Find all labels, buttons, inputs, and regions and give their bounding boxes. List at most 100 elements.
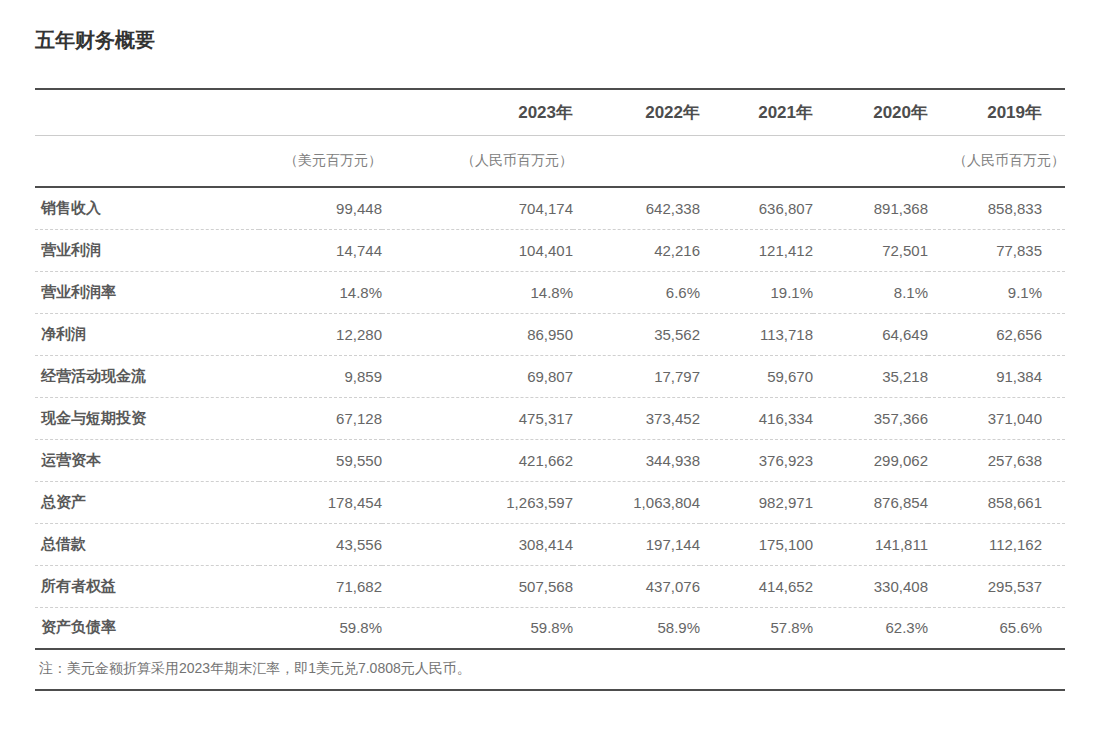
cell-value: 59,550 [259, 439, 382, 481]
cell-value: 17,797 [573, 355, 700, 397]
table-row: 所有者权益 71,682 507,568 437,076 414,652 330… [35, 565, 1065, 607]
cell-value: 121,412 [700, 229, 813, 271]
table-row: 营业利润 14,744 104,401 42,216 121,412 72,50… [35, 229, 1065, 271]
cell-value: 58.9% [573, 607, 700, 649]
cell-value: 421,662 [382, 439, 573, 481]
cell-value: 876,854 [813, 481, 928, 523]
financial-summary-table: 2023年 2022年 2021年 2020年 2019年 （美元百万元） （人… [35, 88, 1065, 650]
table-row: 资产负债率 59.8% 59.8% 58.9% 57.8% 62.3% 65.6… [35, 607, 1065, 649]
cell-value: 175,100 [700, 523, 813, 565]
cell-value: 14.8% [382, 271, 573, 313]
table-row: 运营资本 59,550 421,662 344,938 376,923 299,… [35, 439, 1065, 481]
footnote: 注：美元金额折算采用2023年期末汇率，即1美元兑7.0808元人民币。 [35, 650, 1065, 691]
cell-value: 141,811 [813, 523, 928, 565]
cell-value: 1,263,597 [382, 481, 573, 523]
cell-value: 9.1% [928, 271, 1065, 313]
table-body: 销售收入 99,448 704,174 642,338 636,807 891,… [35, 187, 1065, 649]
table-row: 总资产 178,454 1,263,597 1,063,804 982,971 … [35, 481, 1065, 523]
cell-value: 65.6% [928, 607, 1065, 649]
year-header-2023: 2023年 [259, 89, 573, 136]
cell-value: 308,414 [382, 523, 573, 565]
table-row: 净利润 12,280 86,950 35,562 113,718 64,649 … [35, 313, 1065, 355]
cell-value: 636,807 [700, 187, 813, 229]
table-row: 营业利润率 14.8% 14.8% 6.6% 19.1% 8.1% 9.1% [35, 271, 1065, 313]
cell-value: 62,656 [928, 313, 1065, 355]
cell-value: 59.8% [382, 607, 573, 649]
year-header-2020: 2020年 [813, 89, 928, 136]
year-header-2019: 2019年 [928, 89, 1065, 136]
cell-value: 112,162 [928, 523, 1065, 565]
cell-value: 507,568 [382, 565, 573, 607]
cell-value: 59.8% [259, 607, 382, 649]
cell-value: 35,218 [813, 355, 928, 397]
cell-value: 113,718 [700, 313, 813, 355]
cell-value: 67,128 [259, 397, 382, 439]
cell-value: 257,638 [928, 439, 1065, 481]
row-label: 总借款 [35, 523, 259, 565]
corner-cell [35, 89, 259, 136]
cell-value: 371,040 [928, 397, 1065, 439]
row-label: 营业利润 [35, 229, 259, 271]
table-row: 现金与短期投资 67,128 475,317 373,452 416,334 3… [35, 397, 1065, 439]
cell-value: 178,454 [259, 481, 382, 523]
cell-value: 330,408 [813, 565, 928, 607]
cell-value: 982,971 [700, 481, 813, 523]
cell-value: 475,317 [382, 397, 573, 439]
unit-header-row: （美元百万元） （人民币百万元） （人民币百万元） [35, 136, 1065, 188]
row-label: 运营资本 [35, 439, 259, 481]
cell-value: 891,368 [813, 187, 928, 229]
cell-value: 57.8% [700, 607, 813, 649]
cell-value: 416,334 [700, 397, 813, 439]
cell-value: 43,556 [259, 523, 382, 565]
year-header-2021: 2021年 [700, 89, 813, 136]
cell-value: 295,537 [928, 565, 1065, 607]
cell-value: 69,807 [382, 355, 573, 397]
cell-value: 35,562 [573, 313, 700, 355]
page-title: 五年财务概要 [0, 0, 1103, 54]
row-label: 现金与短期投资 [35, 397, 259, 439]
page: 五年财务概要 2023年 2022年 2021年 2020年 2019年 （美元… [0, 0, 1103, 732]
cell-value: 59,670 [700, 355, 813, 397]
row-label: 销售收入 [35, 187, 259, 229]
table-row: 销售收入 99,448 704,174 642,338 636,807 891,… [35, 187, 1065, 229]
cell-value: 19.1% [700, 271, 813, 313]
cell-value: 91,384 [928, 355, 1065, 397]
unit-header-rmb-span: （人民币百万元） [573, 136, 1065, 188]
table-row: 经营活动现金流 9,859 69,807 17,797 59,670 35,21… [35, 355, 1065, 397]
cell-value: 344,938 [573, 439, 700, 481]
cell-value: 104,401 [382, 229, 573, 271]
cell-value: 9,859 [259, 355, 382, 397]
row-label: 经营活动现金流 [35, 355, 259, 397]
cell-value: 858,661 [928, 481, 1065, 523]
cell-value: 12,280 [259, 313, 382, 355]
year-header-row: 2023年 2022年 2021年 2020年 2019年 [35, 89, 1065, 136]
unit-empty-cell [35, 136, 259, 188]
table-header: 2023年 2022年 2021年 2020年 2019年 （美元百万元） （人… [35, 89, 1065, 187]
cell-value: 373,452 [573, 397, 700, 439]
cell-value: 704,174 [382, 187, 573, 229]
cell-value: 99,448 [259, 187, 382, 229]
cell-value: 42,216 [573, 229, 700, 271]
year-header-2022: 2022年 [573, 89, 700, 136]
unit-header-rmb-2023: （人民币百万元） [382, 136, 573, 188]
cell-value: 414,652 [700, 565, 813, 607]
cell-value: 72,501 [813, 229, 928, 271]
row-label: 净利润 [35, 313, 259, 355]
cell-value: 6.6% [573, 271, 700, 313]
cell-value: 299,062 [813, 439, 928, 481]
cell-value: 8.1% [813, 271, 928, 313]
cell-value: 14,744 [259, 229, 382, 271]
cell-value: 642,338 [573, 187, 700, 229]
unit-header-usd: （美元百万元） [259, 136, 382, 188]
cell-value: 77,835 [928, 229, 1065, 271]
cell-value: 64,649 [813, 313, 928, 355]
cell-value: 14.8% [259, 271, 382, 313]
table-row: 总借款 43,556 308,414 197,144 175,100 141,8… [35, 523, 1065, 565]
row-label: 总资产 [35, 481, 259, 523]
cell-value: 376,923 [700, 439, 813, 481]
cell-value: 357,366 [813, 397, 928, 439]
cell-value: 71,682 [259, 565, 382, 607]
cell-value: 858,833 [928, 187, 1065, 229]
row-label: 所有者权益 [35, 565, 259, 607]
cell-value: 197,144 [573, 523, 700, 565]
